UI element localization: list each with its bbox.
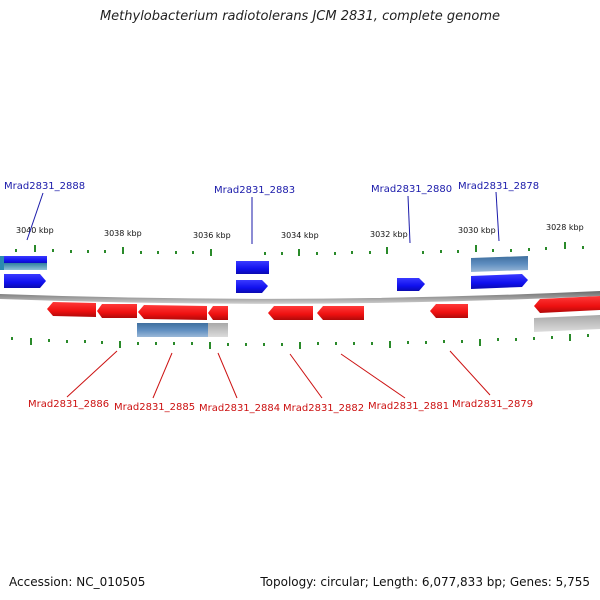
forward-gene[interactable] [236,280,268,293]
reverse-gene[interactable] [430,304,468,318]
gene-label-reverse[interactable]: Mrad2831_2882 [283,403,364,414]
gene-label-reverse[interactable]: Mrad2831_2886 [28,399,109,410]
gene-label-reverse[interactable]: Mrad2831_2885 [114,402,195,413]
forward-gene[interactable] [397,278,425,291]
gene-label-forward[interactable]: Mrad2831_2883 [214,185,295,196]
lower-tick-row [11,334,589,349]
feature-box [0,256,4,270]
genome-summary-text: Topology: circular; Length: 6,077,833 bp… [260,575,590,589]
scale-label-3034: 3034 kbp [281,231,319,240]
reverse-gene[interactable] [47,302,96,317]
forward-strand-genes [0,256,528,293]
accession-text: Accession: NC_010505 [9,575,146,589]
gene-label-forward[interactable]: Mrad2831_2878 [458,181,539,192]
feature-box [208,323,228,337]
gene-label-reverse[interactable]: Mrad2831_2881 [368,401,449,412]
reverse-gene[interactable] [97,304,137,318]
forward-gene[interactable] [471,274,528,289]
scale-label-3028: 3028 kbp [546,223,584,232]
reverse-gene[interactable] [268,306,313,320]
scale-label-3040: 3040 kbp [16,226,54,235]
reverse-gene[interactable] [138,305,207,320]
scale-label-3038: 3038 kbp [104,229,142,238]
reverse-leader-lines [66,350,491,399]
feature-box [4,263,47,270]
feature-box [137,323,208,337]
reverse-gene[interactable] [208,306,228,320]
upper-tick-row [15,242,584,256]
gene-label-reverse[interactable]: Mrad2831_2884 [199,403,280,414]
gene-label-reverse[interactable]: Mrad2831_2879 [452,399,533,410]
feature-box [471,256,528,272]
forward-leader-lines [26,191,500,244]
genome-title: Methylobacterium radiotolerans JCM 2831,… [99,9,501,24]
scale-label-3036: 3036 kbp [193,231,231,240]
reverse-gene[interactable] [534,296,600,313]
reverse-strand-genes [47,296,600,337]
forward-gene[interactable] [4,256,47,264]
genome-backbone [0,291,600,304]
scale-label-3032: 3032 kbp [370,230,408,239]
forward-gene[interactable] [236,261,269,274]
forward-gene[interactable] [4,274,46,288]
feature-box [534,315,600,332]
gene-label-forward[interactable]: Mrad2831_2880 [371,184,452,195]
scale-label-3030: 3030 kbp [458,226,496,235]
reverse-gene[interactable] [317,306,364,320]
gene-label-forward[interactable]: Mrad2831_2888 [4,181,85,192]
